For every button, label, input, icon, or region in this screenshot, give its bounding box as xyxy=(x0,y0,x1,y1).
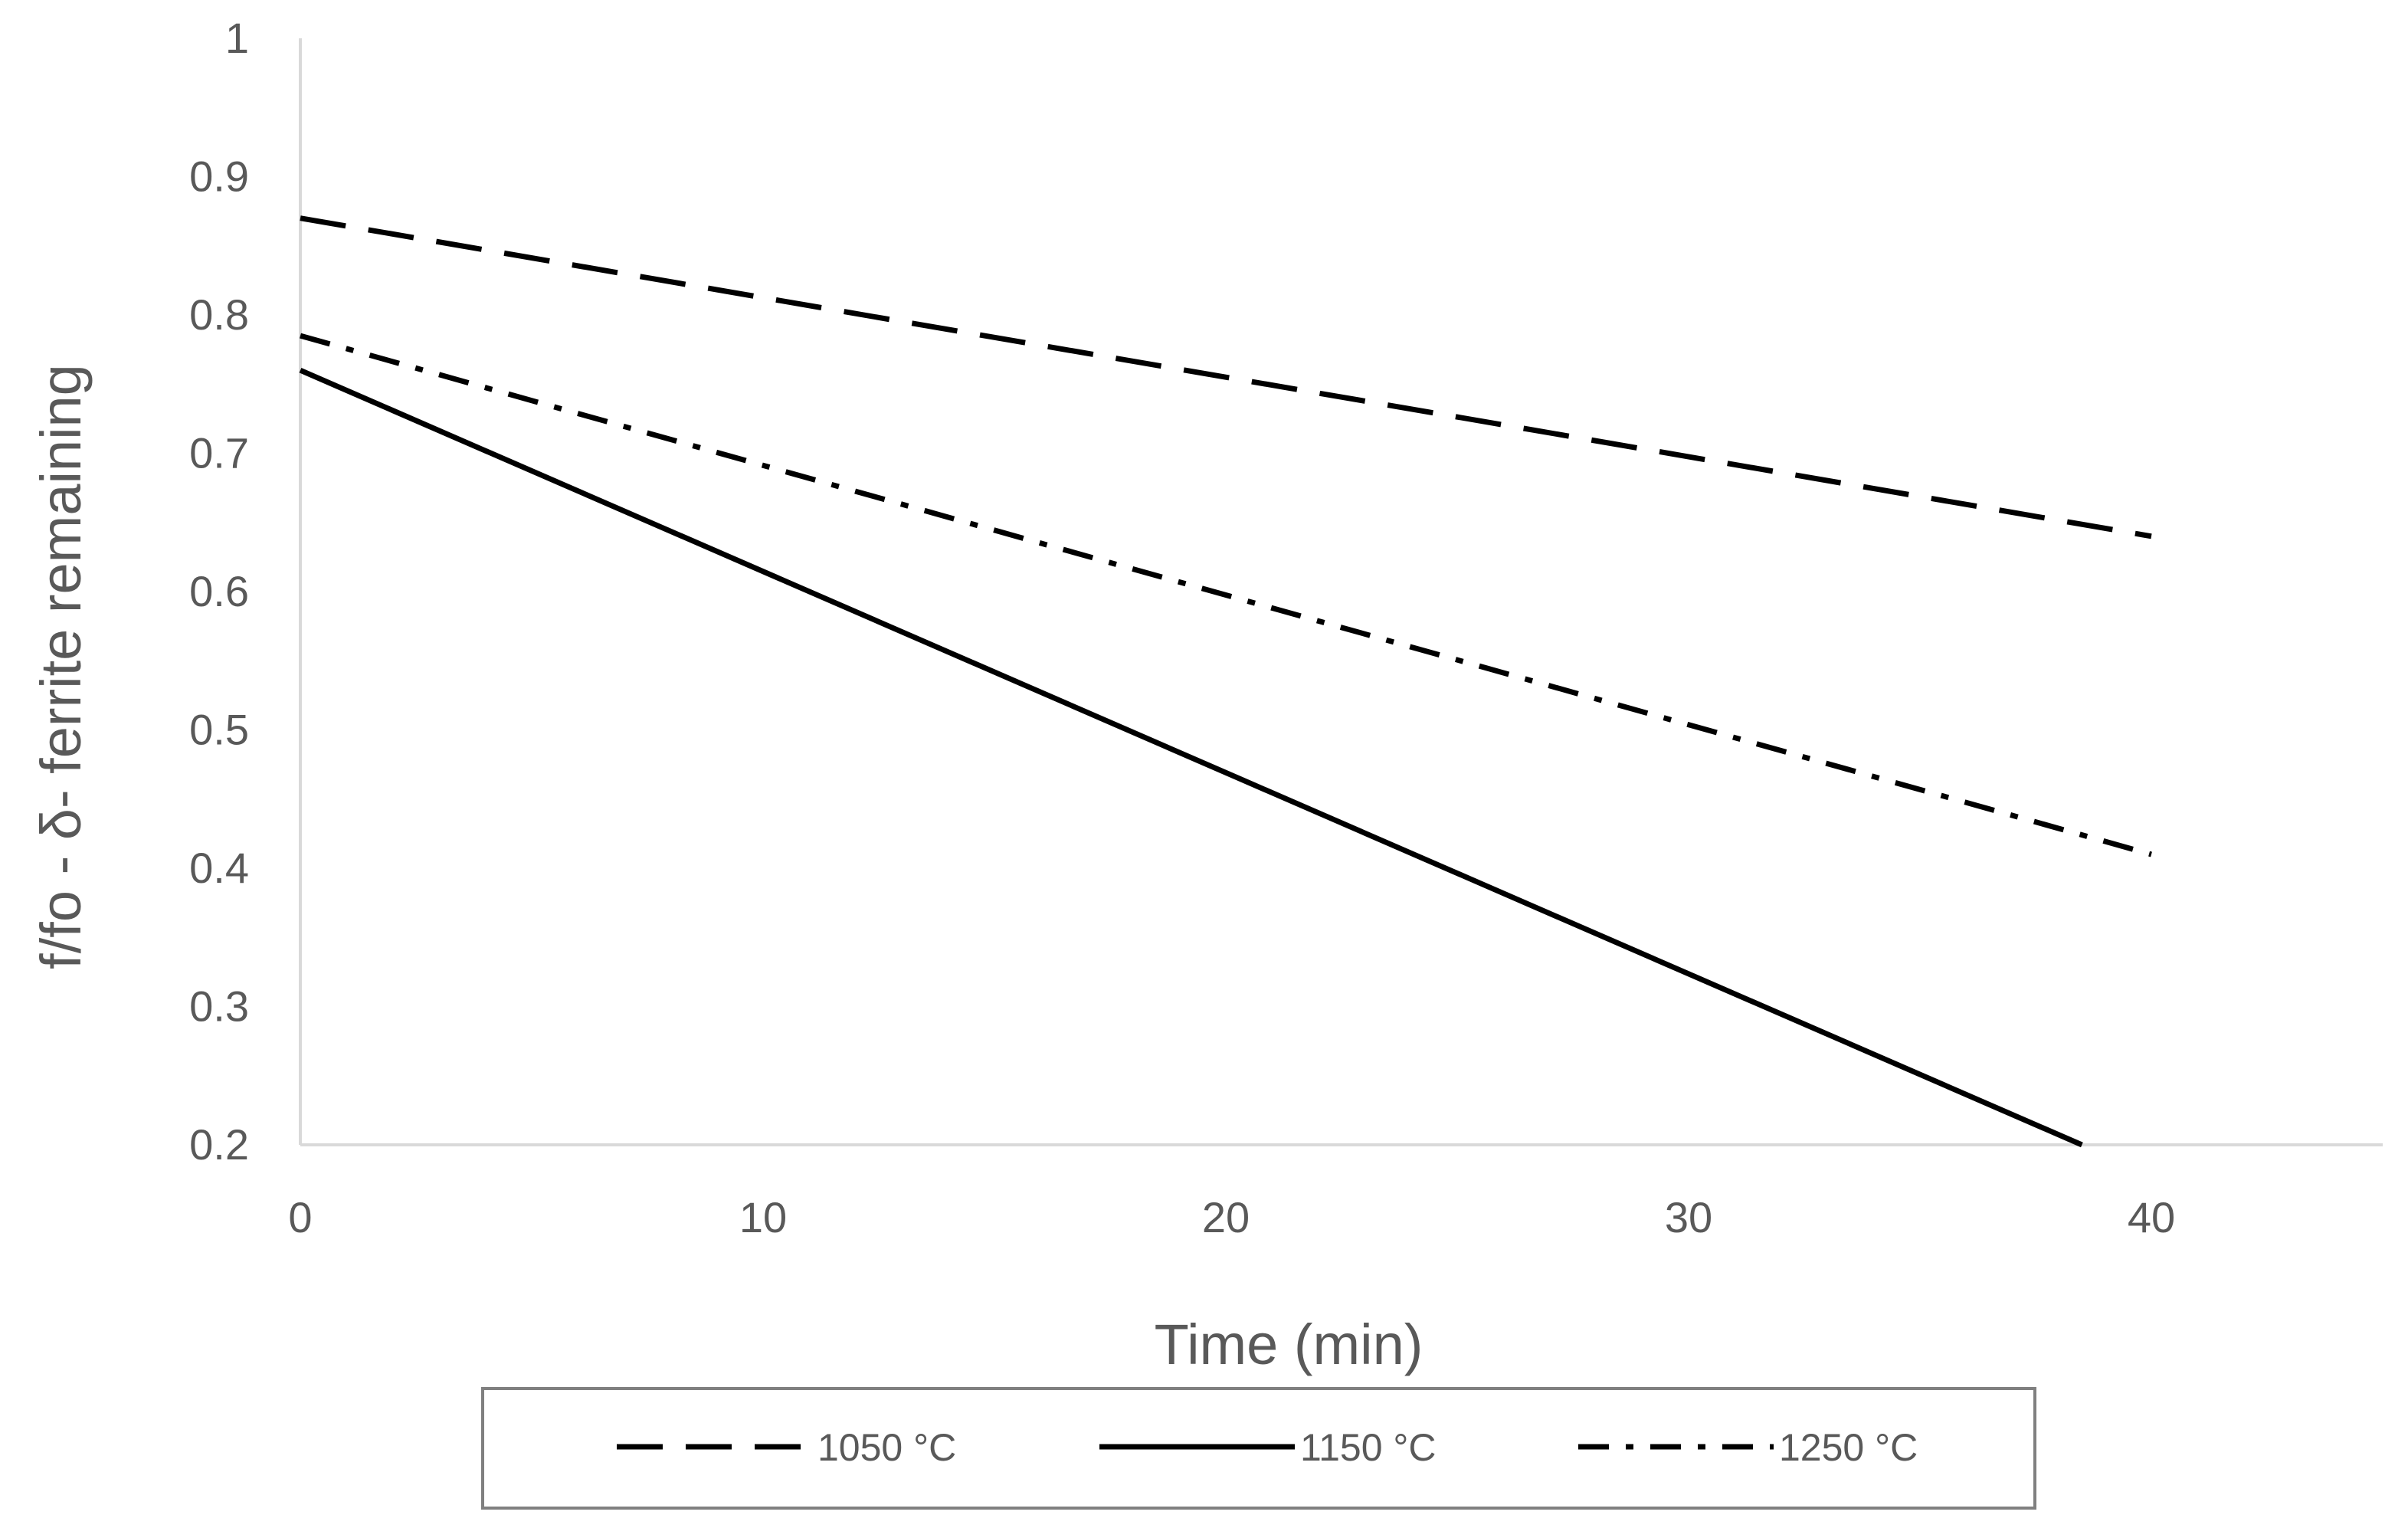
y-tick-label: 0.4 xyxy=(189,844,249,892)
legend-label: 1250 °C xyxy=(1779,1426,1918,1469)
legend-label: 1150 °C xyxy=(1300,1426,1437,1469)
y-tick-label: 0.6 xyxy=(189,567,249,615)
series-lines xyxy=(299,215,2152,1148)
y-tick-label: 0.7 xyxy=(189,429,249,477)
y-tick-label: 0.8 xyxy=(189,290,249,339)
y-tick-label: 0.9 xyxy=(189,152,249,201)
x-axis-tick-labels: 0 10 20 30 40 xyxy=(288,1193,2175,1241)
legend-label: 1050 °C xyxy=(817,1426,956,1469)
x-axis-title: Time (min) xyxy=(1155,1313,1424,1376)
y-tick-label: 1 xyxy=(225,14,249,62)
y-tick-label: 0.5 xyxy=(189,706,249,754)
y-tick-label: 0.3 xyxy=(189,982,249,1031)
y-axis-tick-labels: 0.2 0.3 0.4 0.5 0.6 0.7 0.8 0.9 1 xyxy=(189,14,249,1169)
legend-items: 1050 °C 1150 °C 1250 °C xyxy=(617,1426,1918,1469)
x-tick-label: 20 xyxy=(1202,1193,1250,1241)
series-line-solid xyxy=(299,367,2083,1148)
y-tick-label: 0.2 xyxy=(189,1120,249,1169)
y-axis-title: f/fo - δ- ferrite remaining xyxy=(29,364,93,969)
series-line-dashed xyxy=(300,215,2152,539)
x-tick-label: 30 xyxy=(1665,1193,1712,1241)
x-tick-label: 10 xyxy=(739,1193,787,1241)
legend: 1050 °C 1150 °C 1250 °C xyxy=(481,1387,2036,1510)
x-tick-label: 0 xyxy=(288,1193,312,1241)
series-line-dash-dot xyxy=(300,333,2152,857)
x-tick-label: 40 xyxy=(2128,1193,2175,1241)
